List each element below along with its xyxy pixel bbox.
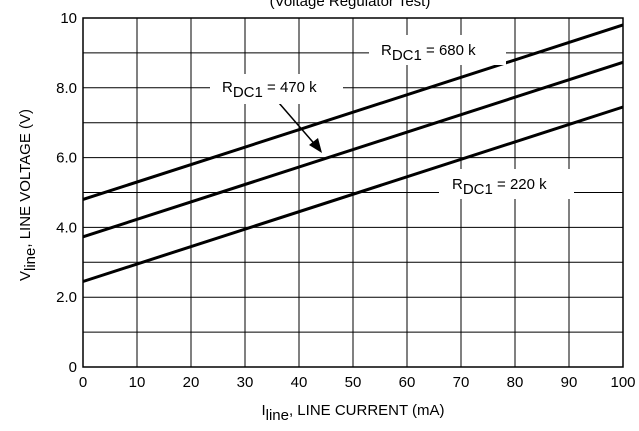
x-tick-labels: 0 10 20 30 40 50 60 70 80 90 100 (79, 374, 636, 391)
series-line-0 (82, 23, 624, 201)
series-lines (82, 23, 624, 283)
x-tick-label: 60 (399, 374, 416, 391)
plot-frame (82, 17, 624, 368)
series-label-220k: RDC1 = 220 k (452, 176, 547, 198)
x-tick-label: 80 (507, 374, 524, 391)
y-tick-label: 6.0 (56, 150, 77, 167)
label-bg-680k (369, 35, 506, 65)
series-line-1 (82, 60, 624, 239)
x-tick-label: 50 (345, 374, 362, 391)
label-arrowhead (309, 138, 322, 153)
y-tick-label: 8.0 (56, 80, 77, 97)
x-tick-label: 30 (237, 374, 254, 391)
y-tick-label: 10 (60, 10, 77, 27)
y-axis-title: Vline, LINE VOLTAGE (V) (17, 109, 39, 281)
x-axis-title: Iline, LINE CURRENT (mA) (261, 402, 444, 424)
x-tick-label: 70 (453, 374, 470, 391)
x-tick-label: 90 (561, 374, 578, 391)
y-tick-labels: 0 2.0 4.0 6.0 8.0 10 (56, 10, 77, 376)
x-tick-label: 0 (79, 374, 87, 391)
series-line-2 (82, 105, 624, 283)
series-label-680k: RDC1 = 680 k (381, 42, 476, 64)
x-tick-label: 40 (291, 374, 308, 391)
x-tick-label: 100 (610, 374, 635, 391)
y-tick-label: 2.0 (56, 289, 77, 306)
series-label-470k: RDC1 = 470 k (222, 79, 317, 101)
x-tick-label: 10 (129, 374, 146, 391)
label-bg-220k (439, 169, 574, 199)
y-tick-label: 4.0 (56, 219, 77, 236)
x-tick-label: 20 (183, 374, 200, 391)
label-arrow (278, 102, 319, 149)
chart-title: (Voltage Regulator Test) (270, 0, 431, 10)
y-tick-label: 0 (69, 359, 77, 376)
label-bg-470k (210, 74, 343, 104)
